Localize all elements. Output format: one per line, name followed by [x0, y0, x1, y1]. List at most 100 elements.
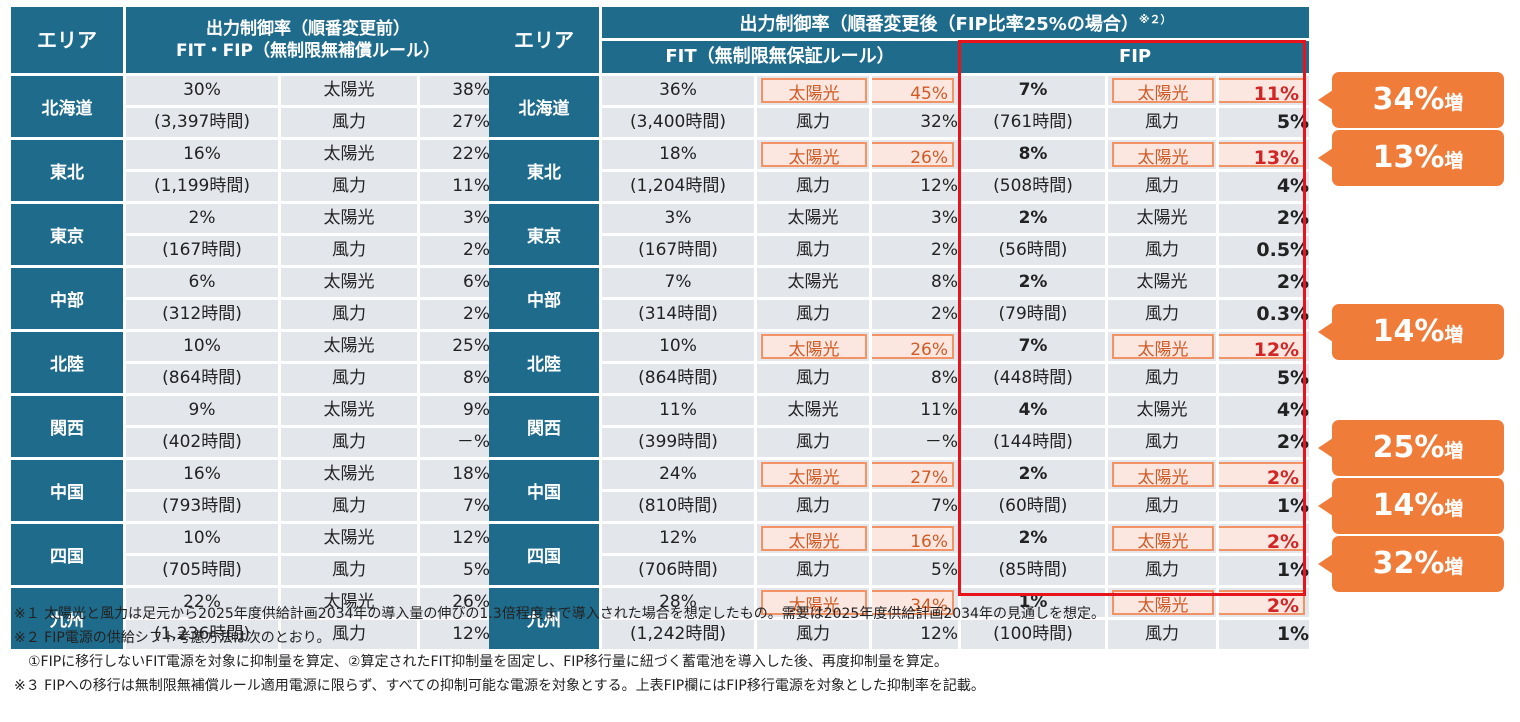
hours-value: (3,397時間)	[126, 108, 278, 137]
fip-solar-value: 2%	[1219, 204, 1310, 233]
fit-solar-value-cell: 26%	[872, 140, 958, 169]
fip-solar-value-cell: 11%	[1219, 76, 1310, 105]
fip-wind-label: 風力	[1108, 364, 1216, 393]
fit-hours-value: (167時間)	[602, 236, 754, 265]
area-label: 関西	[489, 396, 599, 457]
callout-value: 34%	[1372, 82, 1445, 117]
fip-solar-value: 11%	[1219, 78, 1306, 105]
wind-value: －%	[420, 428, 491, 457]
before-title-line1: 出力制御率（順番変更前）	[206, 19, 411, 39]
fip-solar-label: 太陽光	[1112, 78, 1214, 104]
fit-solar-value-cell: 26%	[872, 332, 958, 361]
fip-hours-value: (56時間)	[961, 236, 1105, 265]
fip-wind-value: 1%	[1219, 620, 1310, 649]
fit-wind-label: 風力	[757, 172, 869, 201]
area-label: 北海道	[489, 76, 599, 137]
fip-wind-label: 風力	[1108, 492, 1216, 521]
fit-wind-value: 2%	[872, 236, 958, 265]
solar-label: 太陽光	[281, 460, 417, 489]
fit-solar-label: 太陽光	[757, 268, 869, 297]
callout-box: 32%増	[1332, 536, 1504, 592]
hours-value: (402時間)	[126, 428, 278, 457]
fip-solar-value-cell: 13%	[1219, 140, 1310, 169]
fit-wind-label: 風力	[757, 364, 869, 393]
fip-solar-label: 太陽光	[1112, 334, 1214, 360]
callout-box: 14%増	[1332, 478, 1504, 534]
fip-wind-label: 風力	[1108, 108, 1216, 137]
solar-label: 太陽光	[281, 140, 417, 169]
fip-wind-label: 風力	[1108, 236, 1216, 265]
fip-hours-value: (79時間)	[961, 300, 1105, 329]
before-table: エリア 出力制御率（順番変更前） FIT・FIP（無制限無補償ルール） 北海道 3…	[8, 4, 493, 652]
fit-rate-value: 10%	[602, 332, 754, 361]
solar-value: 6%	[420, 268, 491, 297]
after-table: エリア 出力制御率（順番変更後（FIP比率25%の場合）※２） FIT（無制限無…	[486, 4, 1312, 652]
fit-wind-label: 風力	[757, 556, 869, 585]
rate-value: 16%	[126, 460, 278, 489]
fit-solar-value-cell: 27%	[872, 460, 958, 489]
fip-solar-label: 太陽光	[1112, 462, 1214, 488]
fip-wind-value: 2%	[1219, 428, 1310, 457]
fip-wind-label: 風力	[1108, 300, 1216, 329]
fip-hours-value: (100時間)	[961, 620, 1105, 649]
fit-solar-value-cell: 45%	[872, 76, 958, 105]
area-label: 北海道	[11, 76, 123, 137]
fip-hours-value: (508時間)	[961, 172, 1105, 201]
solar-value: 18%	[420, 460, 491, 489]
fit-wind-value: 32%	[872, 108, 958, 137]
fip-solar-label-cell: 太陽光	[1108, 588, 1216, 617]
solar-label: 太陽光	[281, 524, 417, 553]
fit-solar-value-cell: 16%	[872, 524, 958, 553]
fip-wind-value: 1%	[1219, 556, 1310, 585]
fit-solar-label: 太陽光	[761, 142, 867, 168]
fit-wind-label: 風力	[757, 492, 869, 521]
fip-rate-value: 2%	[961, 268, 1105, 297]
area-label: 北陸	[489, 332, 599, 393]
solar-value: 22%	[420, 140, 491, 169]
solar-label: 太陽光	[281, 588, 417, 617]
hours-value: (864時間)	[126, 364, 278, 393]
fit-solar-value: 26%	[872, 334, 954, 360]
fip-solar-label-cell: 太陽光	[1108, 460, 1216, 489]
fit-hours-value: (864時間)	[602, 364, 754, 393]
fit-hours-value: (314時間)	[602, 300, 754, 329]
area-label: 東北	[11, 140, 123, 201]
fip-wind-value: 5%	[1219, 364, 1310, 393]
callout-pointer	[1318, 554, 1333, 574]
wind-label: 風力	[281, 620, 417, 649]
fip-solar-label-cell: 太陽光	[1108, 332, 1216, 361]
callout-box: 25%増	[1332, 420, 1504, 476]
area-label: 中部	[11, 268, 123, 329]
fip-solar-value-cell: 2%	[1219, 460, 1310, 489]
fit-solar-label-cell: 太陽光	[757, 460, 869, 489]
fit-solar-value: 27%	[872, 462, 954, 488]
fip-solar-label: 太陽光	[1112, 590, 1214, 616]
fit-wind-value: 7%	[872, 492, 958, 521]
fit-solar-value: 45%	[872, 78, 954, 104]
area-label: 東北	[489, 140, 599, 201]
fit-rate-value: 3%	[602, 204, 754, 233]
fip-hours-value: (144時間)	[961, 428, 1105, 457]
fip-wind-label: 風力	[1108, 172, 1216, 201]
increase-callout: 13%増	[1318, 130, 1504, 186]
footnote-3: ※３ FIPへの移行は無制限無補償ルール適用電源に限らず、すべての抑制可能な電源…	[14, 678, 985, 694]
callout-value: 25%	[1372, 430, 1445, 465]
solar-value: 25%	[420, 332, 491, 361]
area-label: 中国	[489, 460, 599, 521]
increase-callout: 34%増	[1318, 72, 1504, 128]
before-title-line2: FIT・FIP（無制限無補償ルール）	[176, 41, 440, 61]
wind-value: 27%	[420, 108, 491, 137]
fip-solar-value-cell: 2%	[1219, 588, 1310, 617]
callout-suffix: 増	[1444, 440, 1464, 462]
fit-wind-value: 5%	[872, 556, 958, 585]
increase-callout: 14%増	[1318, 478, 1504, 534]
fit-rate-value: 24%	[602, 460, 754, 489]
hours-value: (1,199時間)	[126, 172, 278, 201]
rate-value: 10%	[126, 332, 278, 361]
solar-label: 太陽光	[281, 268, 417, 297]
fit-solar-value: 16%	[872, 526, 954, 552]
fit-wind-label: 風力	[757, 300, 869, 329]
fip-solar-value: 2%	[1219, 268, 1310, 297]
wind-label: 風力	[281, 108, 417, 137]
wind-value: 12%	[420, 620, 491, 649]
